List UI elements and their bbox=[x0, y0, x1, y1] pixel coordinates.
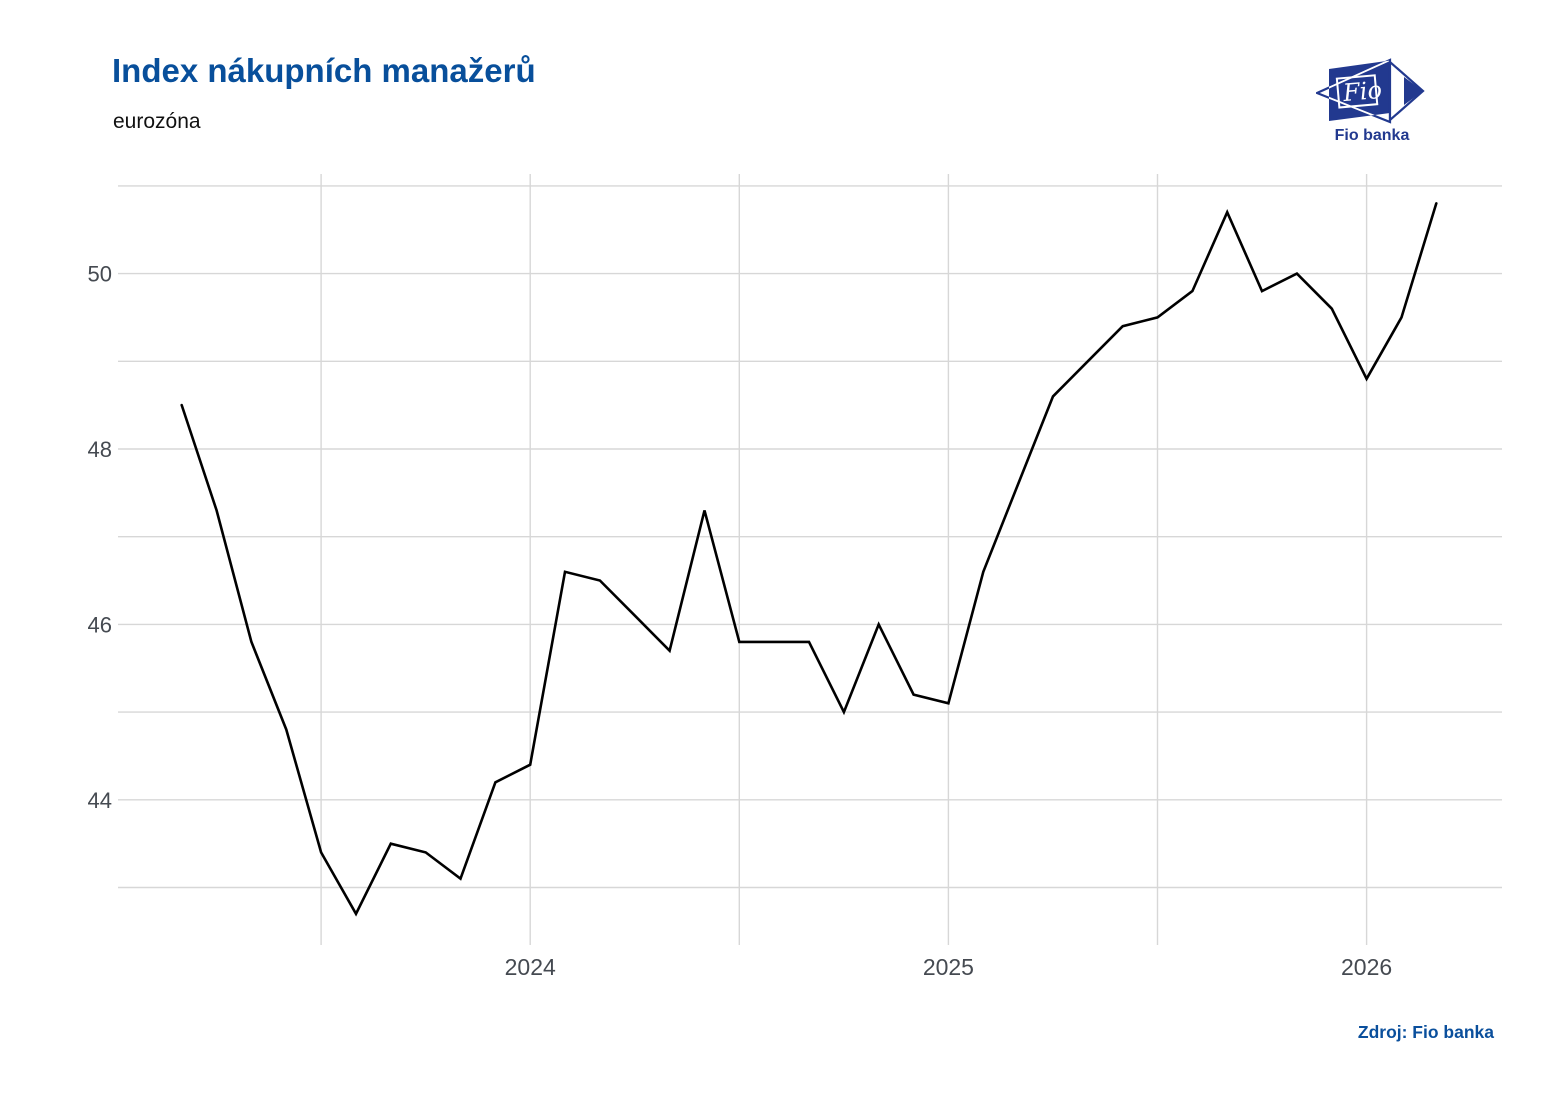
fio-banka-logo: Fio bbox=[1314, 50, 1428, 146]
page-subtitle: eurozóna bbox=[113, 110, 201, 133]
logo-right-tip bbox=[1404, 77, 1423, 105]
fio-banka-logo-caption: Fio banka bbox=[1334, 127, 1410, 144]
fio-logo-icon: Fio bbox=[1314, 58, 1425, 124]
page-title: Index nákupních manažerů bbox=[112, 52, 536, 89]
x-tick-label: 2024 bbox=[505, 954, 556, 980]
logo-wordmark-frame bbox=[1335, 74, 1379, 109]
y-tick-label: 48 bbox=[88, 437, 112, 462]
logo-wordmark-group: Fio bbox=[1335, 74, 1383, 109]
logo-wordmark-text: Fio bbox=[1341, 76, 1383, 107]
pmi-data-line bbox=[180, 202, 1438, 917]
y-tick-label: 46 bbox=[88, 612, 112, 637]
source-note: Zdroj: Fio banka bbox=[1357, 1022, 1494, 1042]
x-tick-label: 2025 bbox=[923, 954, 974, 980]
x-tick-label: 2026 bbox=[1341, 954, 1392, 980]
y-tick-label: 50 bbox=[88, 262, 112, 287]
y-tick-label: 44 bbox=[88, 788, 112, 813]
